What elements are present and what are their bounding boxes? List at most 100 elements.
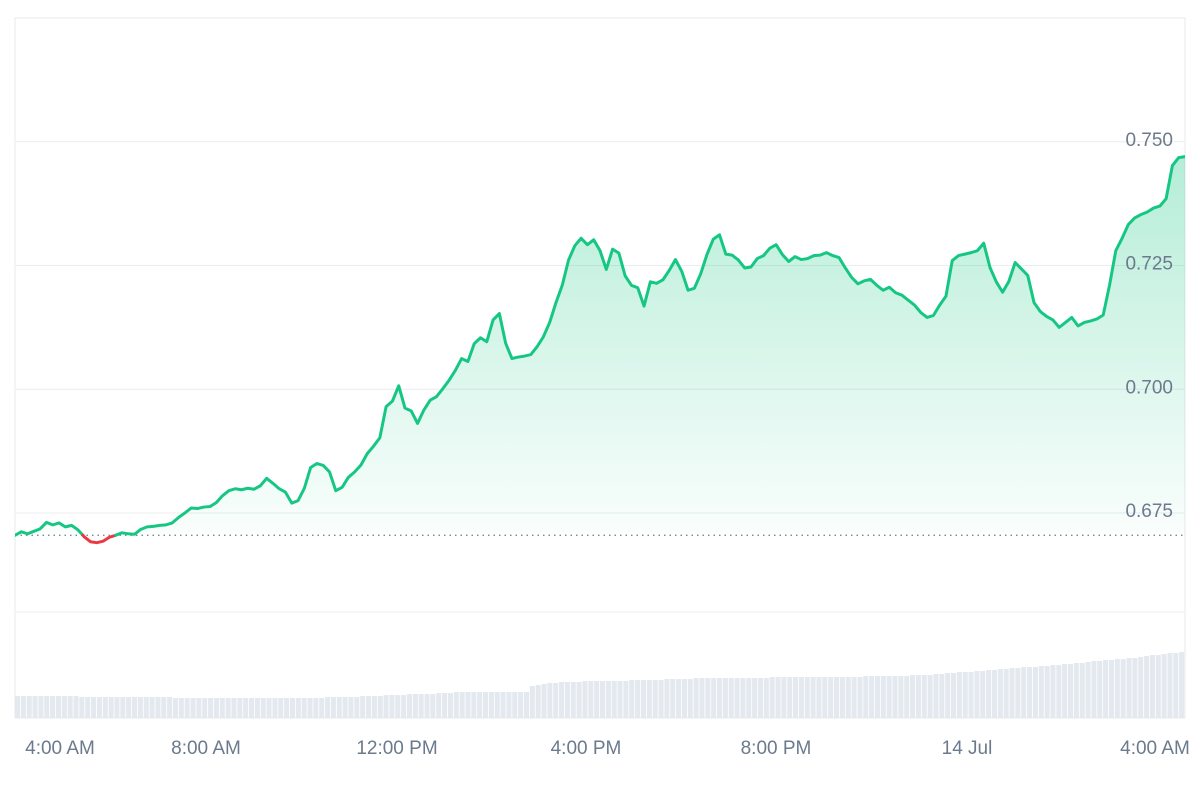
x-tick-label: 4:00 PM bbox=[551, 738, 622, 759]
price-line-up bbox=[114, 155, 1185, 537]
volume-bar bbox=[617, 681, 623, 718]
volume-bar bbox=[1144, 656, 1150, 718]
volume-bar bbox=[1161, 654, 1167, 718]
volume-bar bbox=[477, 692, 483, 718]
volume-bar bbox=[717, 678, 723, 718]
volume-bar bbox=[512, 692, 518, 718]
volume-bar bbox=[962, 672, 968, 718]
volume-bar bbox=[746, 678, 752, 718]
volume-bar bbox=[447, 693, 453, 718]
volume-bar bbox=[623, 681, 629, 718]
volume-bar bbox=[576, 682, 582, 718]
volume-bar bbox=[26, 696, 32, 718]
volume-bar bbox=[249, 698, 255, 718]
volume-bar bbox=[395, 695, 401, 718]
volume-bar bbox=[424, 694, 430, 718]
volume-bar bbox=[178, 698, 184, 718]
volume-bar bbox=[85, 697, 91, 718]
volume-bar bbox=[670, 679, 676, 718]
price-line bbox=[15, 155, 1185, 545]
volume-bar bbox=[1179, 652, 1185, 718]
volume-bar bbox=[699, 678, 705, 718]
volume-bar bbox=[500, 692, 506, 718]
volume-bar bbox=[360, 696, 366, 718]
volume-bar bbox=[1021, 667, 1027, 718]
volume-bar bbox=[611, 681, 617, 718]
volume-bar bbox=[1073, 663, 1079, 718]
volume-bar bbox=[793, 677, 799, 718]
volume-bar bbox=[869, 676, 875, 718]
volume-bar bbox=[1155, 655, 1161, 718]
volume-bar bbox=[810, 677, 816, 718]
volume-bar bbox=[336, 697, 342, 718]
volume-bar bbox=[734, 678, 740, 718]
volume-bar bbox=[73, 696, 79, 718]
volume-bar bbox=[418, 694, 424, 718]
volume-bar bbox=[863, 676, 869, 718]
volume-bar bbox=[1068, 664, 1074, 718]
volume-bar bbox=[693, 678, 699, 718]
volume-bar bbox=[330, 697, 336, 718]
volume-bar bbox=[968, 672, 974, 718]
volume-bar bbox=[834, 677, 840, 718]
x-tick-label: 8:00 PM bbox=[741, 738, 812, 759]
volume-bar bbox=[465, 692, 471, 718]
volume-bar bbox=[664, 679, 670, 718]
volume-bar bbox=[886, 676, 892, 718]
x-tick-label: 4:00 AM bbox=[25, 738, 95, 759]
volume-bar bbox=[1149, 655, 1155, 718]
volume-bar bbox=[137, 697, 143, 718]
volume-bar bbox=[1103, 660, 1109, 718]
volume-bar bbox=[167, 697, 173, 718]
volume-bar bbox=[55, 696, 61, 718]
volume-bar bbox=[494, 692, 500, 718]
volume-bar bbox=[997, 669, 1003, 718]
volume-bar bbox=[711, 678, 717, 718]
volume-bar bbox=[412, 694, 418, 718]
volume-bar bbox=[1114, 659, 1120, 718]
volume-bar bbox=[67, 696, 73, 718]
volume-bar bbox=[348, 697, 354, 718]
volume-bar bbox=[1108, 660, 1114, 718]
volume-bar bbox=[459, 692, 465, 718]
volume-bar bbox=[401, 695, 407, 718]
volume-bar bbox=[325, 697, 331, 718]
volume-bar bbox=[506, 692, 512, 718]
volume-bar bbox=[915, 675, 921, 718]
x-tick-label: 12:00 PM bbox=[356, 738, 437, 759]
volume-bar bbox=[1009, 668, 1015, 718]
volume-bar bbox=[313, 698, 319, 718]
volume-bar bbox=[646, 680, 652, 718]
volume-bar bbox=[161, 697, 167, 718]
volume-bar bbox=[266, 698, 272, 718]
volume-bar bbox=[471, 692, 477, 718]
volume-bar bbox=[986, 670, 992, 718]
volume-bar bbox=[371, 696, 377, 718]
volume-bar bbox=[243, 698, 249, 718]
volume-bar bbox=[535, 685, 541, 718]
volume-bar bbox=[377, 696, 383, 718]
volume-bar bbox=[787, 677, 793, 718]
volume-bar bbox=[658, 680, 664, 718]
volume-bar bbox=[605, 681, 611, 718]
volume-bar bbox=[600, 681, 606, 718]
volume-bar bbox=[945, 673, 951, 718]
volume-bar bbox=[406, 694, 412, 718]
volume-bar bbox=[1126, 658, 1132, 718]
volume-bar bbox=[172, 698, 178, 718]
y-tick-label: 0.750 bbox=[1125, 130, 1173, 151]
volume-bar bbox=[956, 672, 962, 718]
volume-bar bbox=[366, 696, 372, 718]
volume-bar bbox=[1032, 667, 1038, 718]
volume-bar bbox=[354, 697, 360, 718]
volume-bar bbox=[991, 670, 997, 718]
volume-bar bbox=[102, 697, 108, 718]
volume-bar bbox=[278, 698, 284, 718]
volume-bar bbox=[553, 683, 559, 718]
volume-bar bbox=[564, 682, 570, 718]
volume-bar bbox=[640, 680, 646, 718]
volume-bar bbox=[132, 697, 138, 718]
volume-bar bbox=[652, 680, 658, 718]
